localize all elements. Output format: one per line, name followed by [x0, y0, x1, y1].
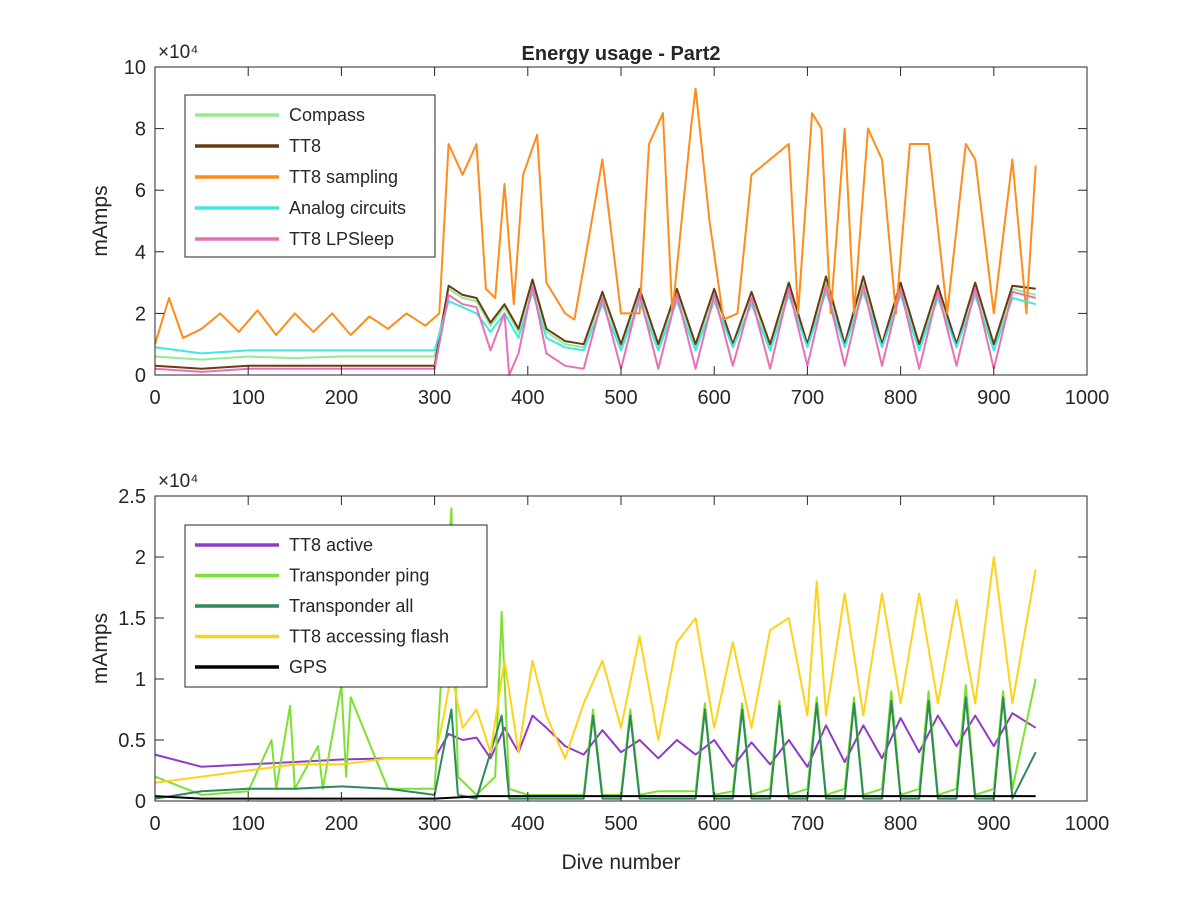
y-tick-label: 1.5: [118, 608, 146, 630]
y-tick-label: 2.5: [118, 486, 146, 508]
x-tick-label: 400: [511, 813, 544, 835]
chart-bottom-energy: 0 100 200 300 400 500 600 700 800 900 1000 0 0.5 1 1.5…: [89, 471, 1109, 874]
y-tick-label: 6: [135, 180, 146, 202]
y-tick-label: 2: [135, 303, 146, 325]
y-tick-label: 4: [135, 242, 146, 264]
x-tick-label: 900: [977, 387, 1010, 409]
y-axis-label: mAmps: [89, 613, 112, 684]
legend-entry: Compass: [289, 105, 365, 125]
x-tick-label: 700: [791, 387, 824, 409]
x-tick-label: 800: [884, 387, 917, 409]
x-tick-label: 500: [604, 387, 637, 409]
x-tick-label: 600: [698, 813, 731, 835]
series-line-tt8-sampling: [154, 87, 1037, 345]
series-line-tt8-accessing-flash: [154, 556, 1037, 784]
y-tick-label: 1: [135, 669, 146, 691]
y-tick-label: 0: [135, 791, 146, 813]
chart-top-energy-part2: 0 100 200 300 400 500 600 700 800 900 1000 0 2 4 6 8 10 ×…: [89, 42, 1109, 409]
x-axis-label: Dive number: [561, 851, 680, 874]
x-tick-label: 200: [325, 813, 358, 835]
series-line-tt8: [154, 275, 1036, 370]
legend-entry: GPS: [289, 657, 327, 677]
x-tick-label: 1000: [1065, 387, 1110, 409]
y-tick-label: 10: [124, 57, 146, 79]
x-tick-label: 300: [418, 813, 451, 835]
x-tick-label: 200: [325, 387, 358, 409]
legend-entry: TT8 accessing flash: [289, 627, 449, 647]
x-tick-label: 0: [149, 387, 160, 409]
y-tick-label: 8: [135, 119, 146, 141]
legend-entry: TT8: [289, 136, 321, 156]
x-tick-label: 100: [232, 387, 265, 409]
legend-entry: TT8 LPSleep: [289, 229, 394, 249]
x-tick-label: 700: [791, 813, 824, 835]
series-line-tt8-active: [154, 712, 1037, 768]
series-line-transponder-ping: [154, 507, 1037, 796]
x-tick-label: 600: [698, 387, 731, 409]
x-tick-label: 0: [149, 813, 160, 835]
y-tick-label: 0.5: [118, 730, 146, 752]
series-line-tt8-lpsleep: [154, 284, 1036, 376]
y-multiplier-label: ×10⁴: [158, 42, 198, 63]
x-tick-label: 500: [604, 813, 637, 835]
legend: TT8 active Transponder ping Transponder al…: [184, 524, 488, 688]
x-tick-label: 800: [884, 813, 917, 835]
x-tick-label: 300: [418, 387, 451, 409]
x-tick-label: 900: [977, 813, 1010, 835]
legend-entry: Analog circuits: [289, 198, 406, 218]
y-axis-label: mAmps: [89, 185, 112, 256]
series-line-gps: [154, 795, 1036, 800]
legend-entry: Transponder ping: [289, 566, 429, 586]
x-tick-label: 1000: [1065, 813, 1110, 835]
legend-entry: Transponder all: [289, 596, 413, 616]
x-tick-label: 100: [232, 813, 265, 835]
legend-entry: TT8 active: [289, 535, 373, 555]
y-tick-label: 2: [135, 547, 146, 569]
legend-entry: TT8 sampling: [289, 167, 398, 187]
x-tick-label: 400: [511, 387, 544, 409]
y-multiplier-label: ×10⁴: [158, 471, 198, 492]
chart-title: Energy usage - Part2: [522, 43, 721, 65]
legend: Compass TT8 TT8 sampling Analog circuits TT8…: [184, 94, 436, 258]
y-tick-label: 0: [135, 365, 146, 387]
